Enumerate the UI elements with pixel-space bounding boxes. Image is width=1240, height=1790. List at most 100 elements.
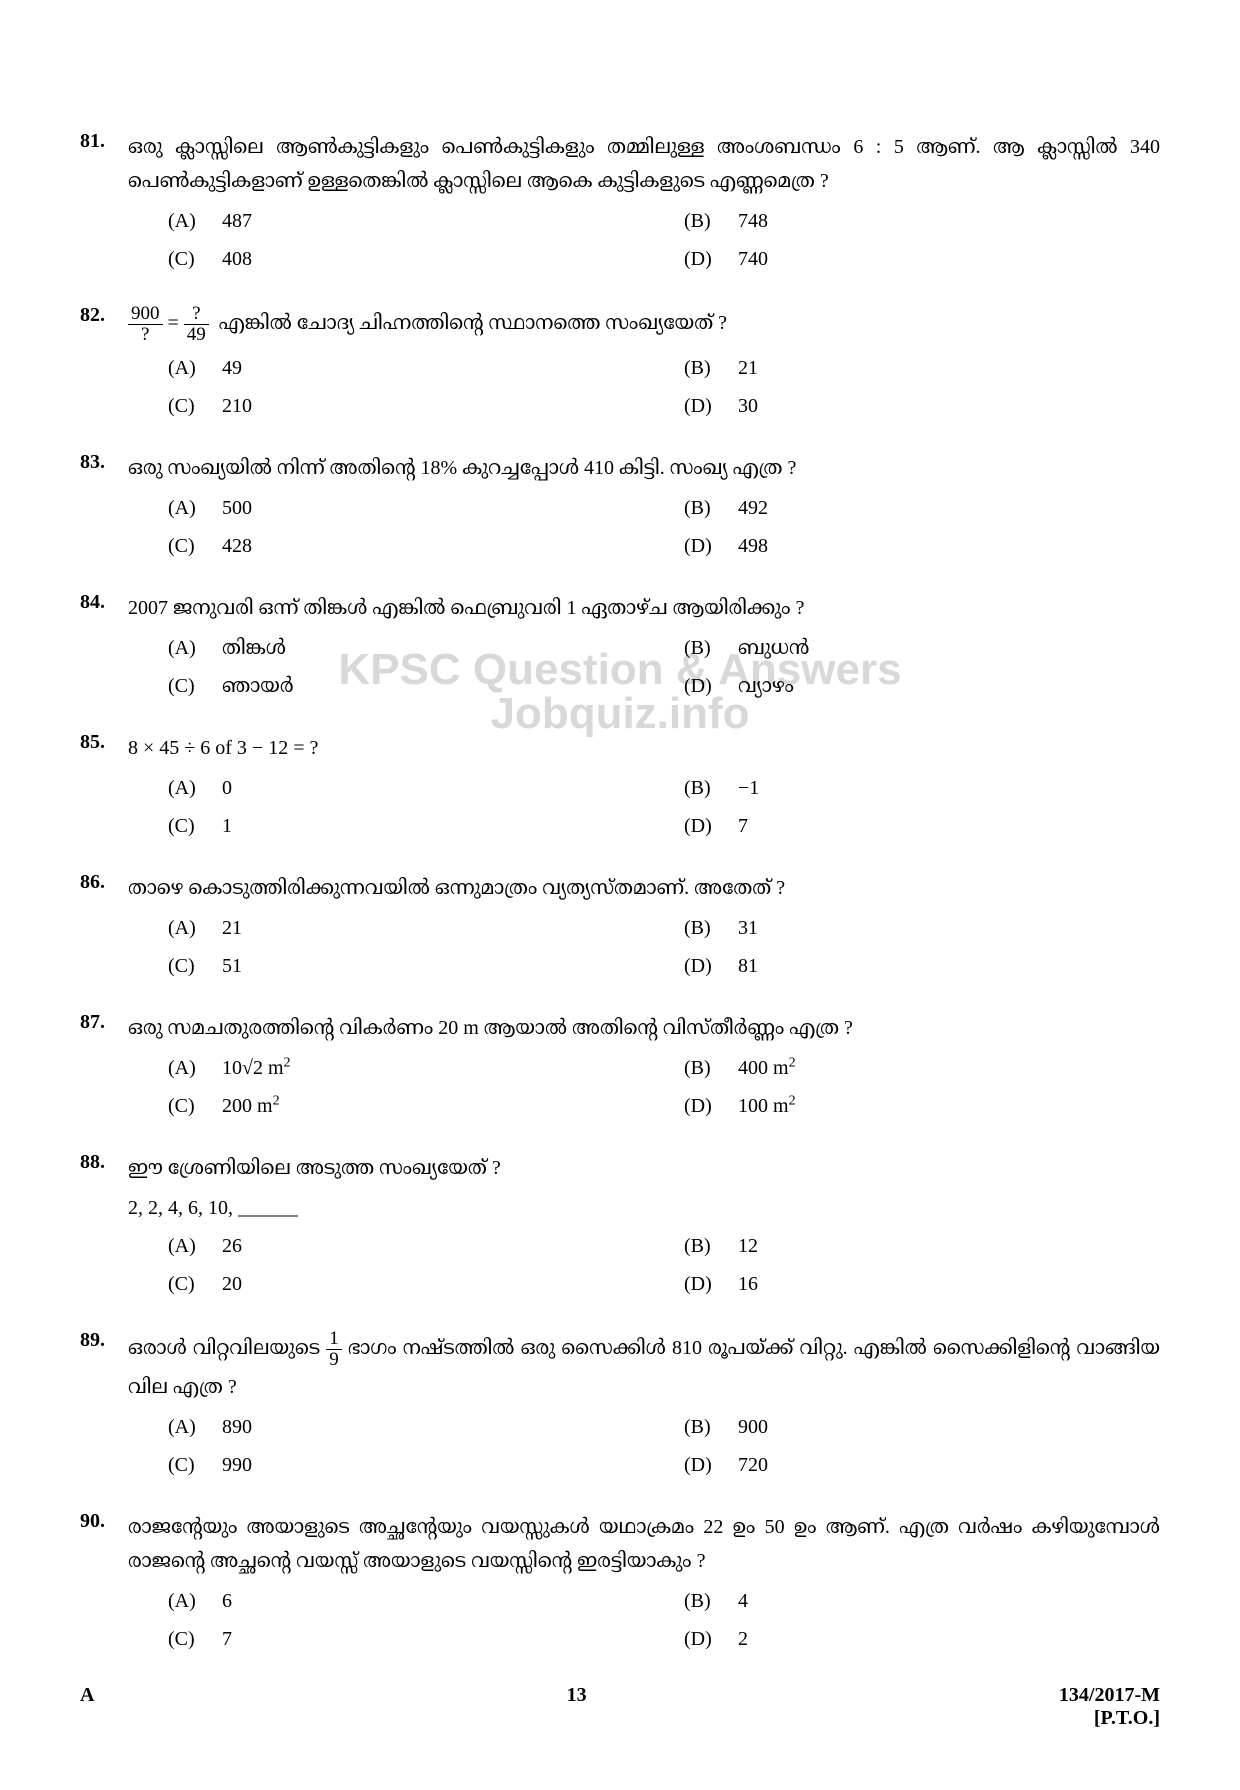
question-options: (A)26(B)12(C)20(D)16 (168, 1229, 1160, 1301)
option-value: 400 m2 (738, 1051, 796, 1085)
option-d: (D)വ്യാഴം (684, 669, 1160, 703)
option-label: (A) (168, 1229, 208, 1263)
option-c: (C)20 (168, 1267, 644, 1301)
option-a: (A) 0 (168, 771, 644, 805)
option-value: തിങ്കൾ (222, 631, 286, 665)
question-text: 900? = ?49 എങ്കിൽ ചോദ്യ ചിഹ്നത്തിന്റെ സ്… (128, 304, 1160, 345)
option-value: 500 (222, 491, 252, 525)
option-label: (B) (684, 1410, 724, 1444)
footer-left: A (80, 1684, 94, 1730)
option-value: 720 (738, 1448, 768, 1482)
question: 83.ഒരു സംഖ്യയിൽ നിന്ന് അതിന്റെ 18% കുറച്… (80, 451, 1160, 563)
option-label: (D) (684, 529, 724, 563)
option-value: 51 (222, 949, 242, 983)
question-body: താഴെ കൊടുത്തിരിക്കുന്നവയിൽ ഒന്നുമാത്രം വ… (128, 871, 1160, 983)
option-b: (B)12 (684, 1229, 1160, 1263)
question: 88.ഈ ശ്രേണിയിലെ അടുത്ത സംഖ്യയേത് ?2, 2, … (80, 1151, 1160, 1301)
question-body: ഒരു സമചതുരത്തിന്റെ വികർണം 20 m ആയാൽ അതിന… (128, 1011, 1160, 1123)
option-label: (A) (168, 1051, 208, 1085)
option-label: (D) (684, 949, 724, 983)
option-label: (A) (168, 771, 208, 805)
option-value: 498 (738, 529, 768, 563)
question-text: ഒരു സമചതുരത്തിന്റെ വികർണം 20 m ആയാൽ അതിന… (128, 1011, 1160, 1045)
footer-center: 13 (567, 1684, 587, 1730)
option-c: (C)408 (168, 242, 644, 276)
option-b: (B)4 (684, 1584, 1160, 1618)
option-label: (D) (684, 809, 724, 843)
question-options: (A)500(B)492(C)428(D)498 (168, 491, 1160, 563)
option-label: (B) (684, 771, 724, 805)
option-label: (D) (684, 242, 724, 276)
option-value: 748 (738, 204, 768, 238)
option-b: (B)ബുധൻ (684, 631, 1160, 665)
option-value: 487 (222, 204, 252, 238)
option-value: 7 (738, 809, 748, 843)
option-d: (D)2 (684, 1622, 1160, 1656)
option-value: 30 (738, 389, 758, 423)
question: 84.2007 ജനുവരി ഒന്ന് തിങ്കൾ എങ്കിൽ ഫെബ്ര… (80, 591, 1160, 703)
option-label: (D) (684, 1448, 724, 1482)
option-d: (D) 81 (684, 949, 1160, 983)
option-c: (C)200 m2 (168, 1089, 644, 1123)
option-d: (D) 498 (684, 529, 1160, 563)
option-a: (A) 890 (168, 1410, 644, 1444)
option-value: 10√2 m2 (222, 1051, 291, 1085)
exam-page: 81.ഒരു ക്ലാസ്സിലെ ആൺകുട്ടികളും പെൺകുട്ടി… (0, 0, 1240, 1790)
option-value: 7 (222, 1622, 232, 1656)
option-label: (C) (168, 389, 208, 423)
option-b: (B) 900 (684, 1410, 1160, 1444)
question-subtext: 2, 2, 4, 6, 10, ______ (128, 1191, 1160, 1225)
option-value: 16 (738, 1267, 758, 1301)
option-a: (A) 10√2 m2 (168, 1051, 644, 1085)
option-value: 49 (222, 351, 242, 385)
option-value: 0 (222, 771, 232, 805)
option-value: 900 (738, 1410, 768, 1444)
question-options: (A)890(B)900(C)990(D)720 (168, 1410, 1160, 1482)
option-label: (D) (684, 389, 724, 423)
option-value: 492 (738, 491, 768, 525)
option-label: (B) (684, 491, 724, 525)
option-a: (A)26 (168, 1229, 644, 1263)
option-label: (A) (168, 204, 208, 238)
question-number: 83. (80, 451, 128, 474)
option-d: (D)740 (684, 242, 1160, 276)
option-label: (B) (684, 1051, 724, 1085)
question-number: 84. (80, 591, 128, 614)
option-value: 890 (222, 1410, 252, 1444)
question: 86.താഴെ കൊടുത്തിരിക്കുന്നവയിൽ ഒന്നുമാത്ര… (80, 871, 1160, 983)
option-c: (C) 210 (168, 389, 644, 423)
option-value: 31 (738, 911, 758, 945)
question: 90.രാജന്റേയും അയാളുടെ അച്ഛന്റേയും വയസ്സു… (80, 1510, 1160, 1656)
option-d: (D) 720 (684, 1448, 1160, 1482)
option-value: 6 (222, 1584, 232, 1618)
option-label: (B) (684, 351, 724, 385)
question: 82.900? = ?49 എങ്കിൽ ചോദ്യ ചിഹ്നത്തിന്റെ… (80, 304, 1160, 423)
question-number: 85. (80, 731, 128, 754)
option-b: (B) 400 m2 (684, 1051, 1160, 1085)
option-c: (C)1 (168, 809, 644, 843)
option-value: 81 (738, 949, 758, 983)
page-footer: A 13 134/2017-M [P.T.O.] (80, 1684, 1160, 1730)
question-body: ഒരു സംഖ്യയിൽ നിന്ന് അതിന്റെ 18% കുറച്ചപ്… (128, 451, 1160, 563)
question-number: 89. (80, 1329, 128, 1352)
option-b: (B)−1 (684, 771, 1160, 805)
option-label: (D) (684, 669, 724, 703)
option-label: (C) (168, 242, 208, 276)
option-b: (B)31 (684, 911, 1160, 945)
question-text: രാജന്റേയും അയാളുടെ അച്ഛന്റേയും വയസ്സുകൾ … (128, 1510, 1160, 1578)
option-value: 21 (222, 911, 242, 945)
option-d: (D) 7 (684, 809, 1160, 843)
option-a: (A)500 (168, 491, 644, 525)
question-options: (A)10√2 m2(B)400 m2(C)200 m2(D)100 m2 (168, 1051, 1160, 1123)
question-body: 2007 ജനുവരി ഒന്ന് തിങ്കൾ എങ്കിൽ ഫെബ്രുവര… (128, 591, 1160, 703)
option-label: (A) (168, 351, 208, 385)
option-label: (B) (684, 631, 724, 665)
question-text: 2007 ജനുവരി ഒന്ന് തിങ്കൾ എങ്കിൽ ഫെബ്രുവര… (128, 591, 1160, 625)
option-a: (A) 49 (168, 351, 644, 385)
option-value: 210 (222, 389, 252, 423)
question-text: ഒരു സംഖ്യയിൽ നിന്ന് അതിന്റെ 18% കുറച്ചപ്… (128, 451, 1160, 485)
question-options: (A)487(B)748(C)408(D)740 (168, 204, 1160, 276)
option-label: (A) (168, 1410, 208, 1444)
option-a: (A)6 (168, 1584, 644, 1618)
footer-right: 134/2017-M [P.T.O.] (1059, 1684, 1160, 1730)
